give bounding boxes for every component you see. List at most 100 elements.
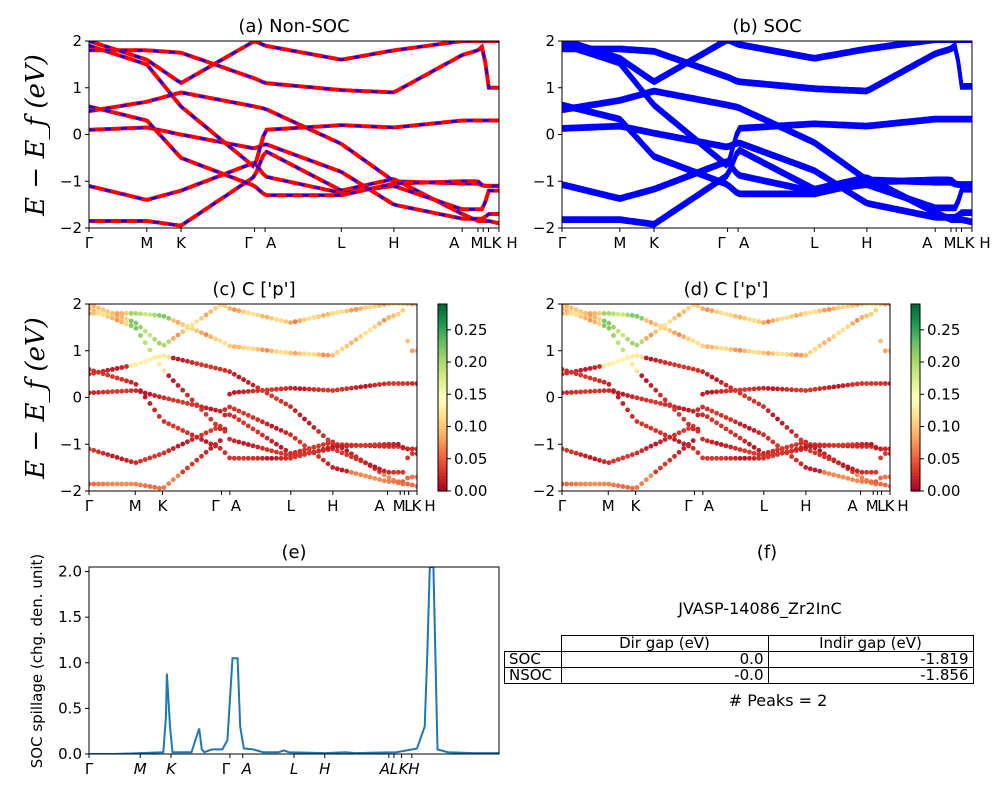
band-point [658, 392, 663, 398]
band-point [292, 435, 298, 441]
band-point [316, 443, 321, 449]
band-point [826, 385, 832, 390]
band-point [166, 354, 172, 360]
band-point [138, 333, 143, 338]
panel-b-ytick-label: −2 [533, 219, 555, 237]
band-point [728, 417, 734, 422]
panel-c-colorbar-segment [438, 409, 447, 414]
band-point [288, 350, 293, 356]
band-point [288, 320, 293, 325]
band-point [672, 432, 677, 438]
band-point [634, 395, 640, 401]
panel-d-xtick-label: K [631, 497, 642, 515]
panel-d-title: (d) C ['p'] [684, 279, 769, 300]
band-point [199, 437, 204, 442]
band-point [569, 311, 574, 316]
band-point [236, 308, 242, 314]
band-point [733, 455, 738, 461]
band-point [330, 444, 336, 450]
gap-table: Dir gap (eV) Indir gap (eV) SOC 0.0 -1.8… [504, 635, 974, 684]
panel-d-colorbar-segment [911, 353, 920, 358]
panel-d-colorbar-segment [911, 416, 920, 420]
band-point [620, 484, 626, 489]
band-point [269, 315, 275, 321]
band-point [334, 448, 340, 454]
band-point [264, 421, 270, 427]
band-point [629, 354, 635, 359]
band-point [124, 316, 129, 322]
band-point [629, 340, 635, 346]
panel-c-colorbar-tick-label: 0.00 [454, 482, 487, 500]
band-point [723, 426, 729, 432]
band-point [236, 344, 242, 350]
band-point [391, 304, 396, 307]
band-point [255, 312, 261, 318]
panel-b-xtick-label: K [649, 234, 660, 252]
band-point [629, 394, 635, 400]
band-point [170, 423, 176, 429]
band-point [372, 304, 378, 309]
band-point [217, 445, 223, 451]
band-point [138, 360, 143, 366]
band-point [601, 363, 607, 368]
band-point [723, 415, 729, 420]
band-point [569, 481, 574, 487]
band-point [765, 386, 771, 391]
band-point [274, 441, 279, 447]
band-point [803, 388, 809, 393]
band-point [386, 315, 392, 320]
band-point [803, 465, 809, 470]
soc-band-split-line-3 [562, 87, 972, 185]
band-point [100, 371, 106, 377]
band-point [718, 310, 724, 316]
band-point [133, 320, 139, 326]
band-point [264, 348, 270, 353]
band-point [260, 313, 265, 319]
band-point [170, 336, 176, 341]
panel-d-colorbar-segment [911, 484, 920, 489]
panel-d-colorbar-segment [911, 328, 920, 333]
soc-band-line-3 [562, 90, 972, 188]
band-point [873, 469, 879, 475]
band-point [709, 389, 715, 395]
band-point [110, 367, 115, 372]
band-point [96, 449, 101, 455]
spillage-xtick-label: L [390, 760, 398, 778]
band-point [142, 328, 148, 334]
panel-d-colorbar-segment [911, 453, 920, 458]
band-point [372, 324, 378, 330]
panel-c-colorbar-segment [438, 466, 447, 470]
band-point [203, 363, 209, 369]
band-point [386, 381, 392, 386]
band-point [606, 381, 612, 387]
band-point [175, 332, 181, 338]
panel-c-colorbar-segment [438, 360, 447, 364]
band-point [742, 393, 748, 399]
band-point [349, 340, 354, 346]
band-point [564, 447, 570, 453]
panel-c-colorbar-tick-label: 0.05 [454, 450, 487, 468]
panel-d-colorbar-segment [911, 487, 920, 492]
panel-b-xtick-label: L [810, 234, 819, 252]
band-point [639, 373, 645, 379]
band-point [723, 388, 729, 394]
band-point [128, 311, 134, 316]
panel-c-colorbar-segment [438, 400, 447, 405]
band-point [363, 330, 368, 336]
band-point [695, 368, 701, 373]
band-point [709, 439, 715, 445]
band-point [161, 342, 167, 348]
panel-e-title: (e) [281, 542, 306, 563]
band-point [882, 348, 888, 354]
band-point [639, 396, 645, 402]
band-point [283, 430, 289, 435]
band-point [592, 314, 598, 320]
band-point [686, 426, 691, 431]
band-point [283, 455, 289, 461]
band-point [681, 309, 687, 314]
band-point [119, 456, 125, 462]
band-point [100, 311, 106, 316]
band-point [662, 360, 668, 365]
panel-d-colorbar-segment [911, 375, 920, 380]
